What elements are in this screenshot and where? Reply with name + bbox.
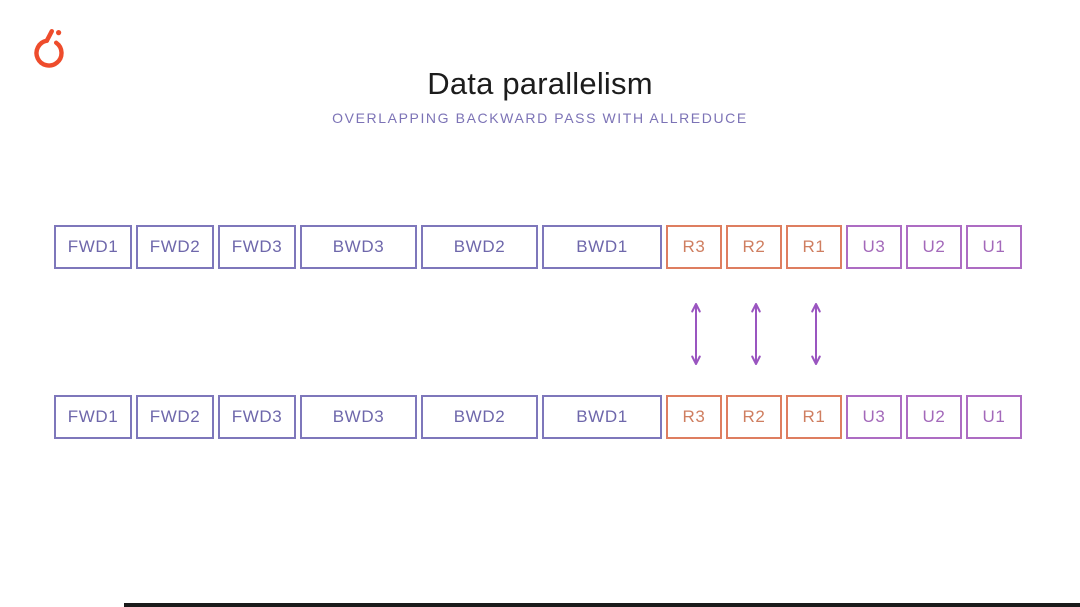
timeline-cell-u3: U3 xyxy=(846,395,902,439)
progress-bar xyxy=(124,603,1080,607)
timeline-cell-bwd1: BWD1 xyxy=(542,395,662,439)
timeline-cell-bwd2: BWD2 xyxy=(421,225,538,269)
timeline-cell-r1: R1 xyxy=(786,395,842,439)
pytorch-logo-icon xyxy=(34,29,64,68)
timeline-cell-r3: R3 xyxy=(666,225,722,269)
timeline-cell-fwd3: FWD3 xyxy=(218,395,296,439)
timeline-row-top: FWD1 FWD2 FWD3 BWD3 BWD2 BWD1 R3 R2 R1 U3 U2 U1 xyxy=(54,225,1024,269)
timeline-cell-r2: R2 xyxy=(726,225,782,269)
timeline-cell-bwd3: BWD3 xyxy=(300,395,417,439)
timeline-cell-r1: R1 xyxy=(786,225,842,269)
timeline-cell-fwd2: FWD2 xyxy=(136,225,214,269)
timeline-cell-fwd3: FWD3 xyxy=(218,225,296,269)
slide-title: Data parallelism xyxy=(427,66,653,101)
timeline-cell-fwd2: FWD2 xyxy=(136,395,214,439)
timeline-cell-u2: U2 xyxy=(906,225,962,269)
timeline-cell-u2: U2 xyxy=(906,395,962,439)
allreduce-sync-arrow xyxy=(691,303,701,365)
allreduce-sync-arrow xyxy=(751,303,761,365)
timeline-cell-bwd1: BWD1 xyxy=(542,225,662,269)
timeline-cell-u1: U1 xyxy=(966,225,1022,269)
timeline-cell-r2: R2 xyxy=(726,395,782,439)
timeline-cell-u3: U3 xyxy=(846,225,902,269)
allreduce-sync-arrow xyxy=(811,303,821,365)
timeline-cell-fwd1: FWD1 xyxy=(54,395,132,439)
timeline-cell-r3: R3 xyxy=(666,395,722,439)
timeline-cell-u1: U1 xyxy=(966,395,1022,439)
timeline-cell-fwd1: FWD1 xyxy=(54,225,132,269)
timeline-cell-bwd3: BWD3 xyxy=(300,225,417,269)
timeline-row-bottom: FWD1 FWD2 FWD3 BWD3 BWD2 BWD1 R3 R2 R1 U3 U2 U1 xyxy=(54,395,1024,439)
timeline-cell-bwd2: BWD2 xyxy=(421,395,538,439)
slide-subtitle: OVERLAPPING BACKWARD PASS WITH ALLREDUCE xyxy=(332,110,748,126)
